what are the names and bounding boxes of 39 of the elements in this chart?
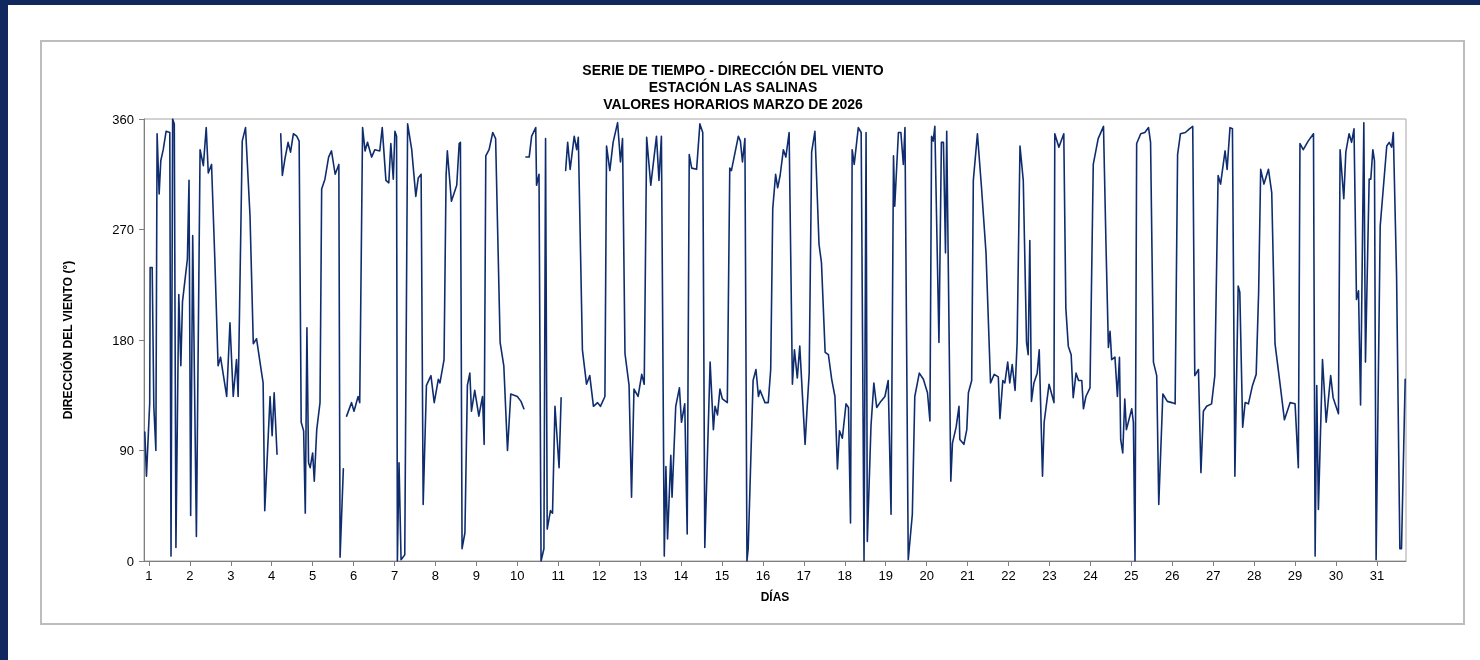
x-tick-label: 26 bbox=[1165, 568, 1180, 583]
x-tick-label: 25 bbox=[1124, 568, 1139, 583]
x-tick-label: 30 bbox=[1328, 568, 1344, 583]
x-tick-label: 10 bbox=[510, 568, 525, 583]
x-tick-label: 11 bbox=[551, 568, 565, 583]
y-tick-label: 360 bbox=[112, 111, 134, 127]
x-tick-label: 15 bbox=[714, 568, 730, 583]
x-tick-label: 16 bbox=[755, 568, 771, 583]
y-tick-label: 270 bbox=[112, 222, 134, 237]
x-tick-label: 12 bbox=[591, 568, 607, 583]
y-axis-title: DIRECCIÓN DEL VIENTO (°) bbox=[60, 260, 75, 420]
x-tick-label: 18 bbox=[837, 568, 853, 583]
x-tick-label: 28 bbox=[1246, 568, 1262, 583]
chart-title: SERIE DE TIEMPO - DIRECCIÓN DEL VIENTO ESTACIÓN LAS SALINAS VALORES HORARIOS MARZO DE 2026 bbox=[582, 60, 884, 112]
x-tick-label: 21 bbox=[960, 568, 975, 583]
x-tick-label: 8 bbox=[431, 568, 440, 583]
x-tick-label: 9 bbox=[472, 568, 480, 583]
x-tick-label: 22 bbox=[1001, 568, 1016, 583]
y-tick-label: 180 bbox=[112, 332, 134, 348]
x-tick-label: 31 bbox=[1369, 568, 1385, 583]
x-tick-label: 3 bbox=[227, 568, 235, 583]
x-tick-label: 14 bbox=[673, 568, 689, 583]
y-tick-label: 0 bbox=[126, 553, 134, 569]
x-tick-label: 19 bbox=[878, 568, 893, 583]
x-tick-label: 6 bbox=[349, 568, 358, 583]
x-axis-title: DÍAS bbox=[760, 589, 790, 604]
x-tick-label: 7 bbox=[390, 568, 399, 583]
x-tick-label: 5 bbox=[309, 568, 317, 583]
x-tick-label: 4 bbox=[268, 568, 276, 583]
x-tick-label: 23 bbox=[1042, 568, 1057, 583]
x-tick-label: 13 bbox=[632, 568, 648, 583]
x-tick-label: 27 bbox=[1205, 568, 1221, 583]
x-tick-label: 20 bbox=[919, 568, 934, 583]
x-tick-label: 24 bbox=[1083, 568, 1098, 583]
x-tick-label: 2 bbox=[186, 568, 194, 583]
x-tick-label: 1 bbox=[145, 568, 153, 583]
x-tick-label: 17 bbox=[796, 568, 812, 583]
x-tick-label: 29 bbox=[1287, 568, 1303, 583]
y-tick-label: 90 bbox=[119, 443, 134, 458]
